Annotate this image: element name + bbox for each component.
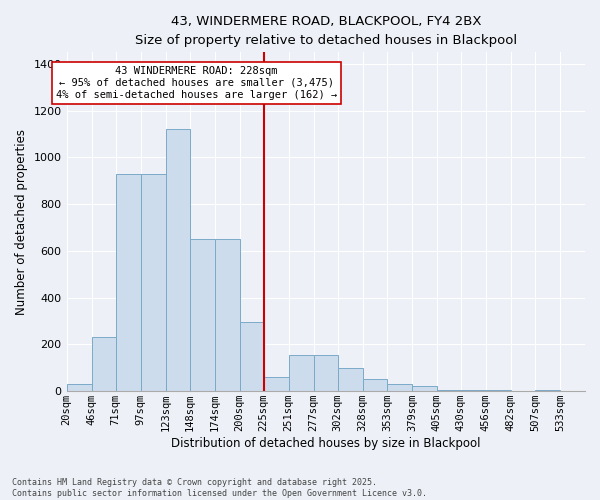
- Bar: [338, 368, 363, 391]
- Y-axis label: Number of detached properties: Number of detached properties: [15, 128, 28, 315]
- Bar: [412, 386, 437, 391]
- Bar: [215, 240, 239, 391]
- Bar: [363, 380, 387, 391]
- Bar: [387, 384, 412, 391]
- Bar: [289, 355, 314, 391]
- Bar: [535, 390, 560, 391]
- Bar: [140, 174, 166, 391]
- Bar: [461, 390, 486, 391]
- Bar: [264, 377, 289, 391]
- Title: 43, WINDERMERE ROAD, BLACKPOOL, FY4 2BX
Size of property relative to detached ho: 43, WINDERMERE ROAD, BLACKPOOL, FY4 2BX …: [135, 15, 517, 47]
- Text: Contains HM Land Registry data © Crown copyright and database right 2025.
Contai: Contains HM Land Registry data © Crown c…: [12, 478, 427, 498]
- Bar: [92, 338, 116, 391]
- Bar: [486, 390, 511, 391]
- X-axis label: Distribution of detached houses by size in Blackpool: Distribution of detached houses by size …: [171, 437, 481, 450]
- Bar: [314, 355, 338, 391]
- Bar: [190, 240, 215, 391]
- Bar: [239, 322, 264, 391]
- Text: 43 WINDERMERE ROAD: 228sqm
← 95% of detached houses are smaller (3,475)
4% of se: 43 WINDERMERE ROAD: 228sqm ← 95% of deta…: [56, 66, 337, 100]
- Bar: [437, 390, 461, 391]
- Bar: [166, 130, 190, 391]
- Bar: [67, 384, 92, 391]
- Bar: [116, 174, 140, 391]
